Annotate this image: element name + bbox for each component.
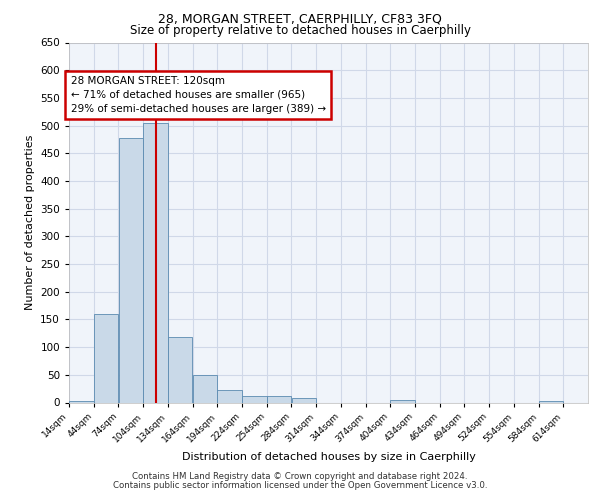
Text: 28 MORGAN STREET: 120sqm
← 71% of detached houses are smaller (965)
29% of semi-: 28 MORGAN STREET: 120sqm ← 71% of detach… — [71, 76, 326, 114]
Text: Size of property relative to detached houses in Caerphilly: Size of property relative to detached ho… — [130, 24, 470, 37]
Bar — [143, 123, 168, 402]
Text: Contains HM Land Registry data © Crown copyright and database right 2024.: Contains HM Land Registry data © Crown c… — [132, 472, 468, 481]
Bar — [119, 138, 143, 402]
Y-axis label: Number of detached properties: Number of detached properties — [25, 135, 35, 310]
Bar — [193, 375, 217, 402]
Bar — [267, 396, 292, 402]
Bar — [94, 314, 118, 402]
X-axis label: Distribution of detached houses by size in Caerphilly: Distribution of detached houses by size … — [182, 452, 475, 462]
Bar — [217, 390, 242, 402]
Bar — [242, 396, 266, 402]
Bar — [292, 398, 316, 402]
Bar — [539, 401, 563, 402]
Text: 28, MORGAN STREET, CAERPHILLY, CF83 3FQ: 28, MORGAN STREET, CAERPHILLY, CF83 3FQ — [158, 12, 442, 26]
Text: Contains public sector information licensed under the Open Government Licence v3: Contains public sector information licen… — [113, 481, 487, 490]
Bar — [391, 400, 415, 402]
Bar — [168, 337, 193, 402]
